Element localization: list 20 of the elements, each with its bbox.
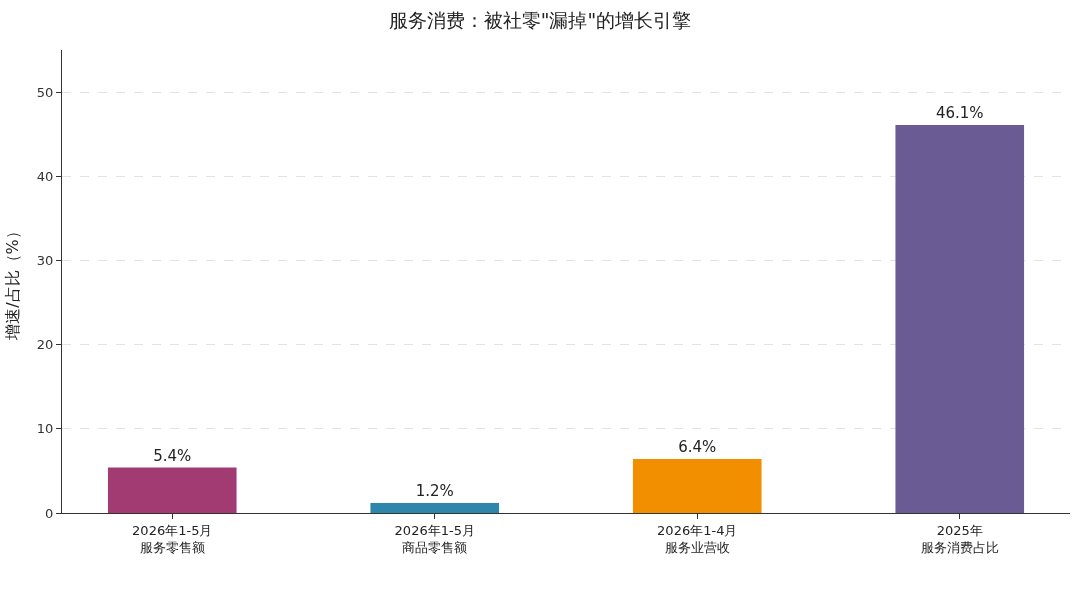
data-label: 5.4% — [153, 446, 192, 465]
bar — [632, 459, 762, 513]
y-tick-label: 0 — [45, 505, 54, 521]
x-tick-label: 2026年1-5月商品零售额 — [394, 522, 475, 555]
x-tick-label: 2026年1-5月服务零售额 — [132, 522, 213, 555]
y-tick-label: 50 — [36, 84, 54, 100]
bar — [370, 502, 500, 513]
y-tick-label: 10 — [36, 421, 54, 437]
data-label: 6.4% — [678, 438, 717, 457]
y-axis-title: 增速/占比（%） — [2, 223, 22, 341]
data-label: 46.1% — [935, 103, 984, 122]
x-tick-label: 2025年服务消费占比 — [920, 522, 999, 555]
chart-title: 服务消费：被社零"漏掉"的增长引擎 — [388, 9, 692, 32]
x-tick-label: 2026年1-4月服务业营收 — [657, 522, 738, 555]
data-label: 1.2% — [415, 481, 454, 500]
y-tick-label: 40 — [36, 168, 54, 184]
bar — [895, 124, 1025, 513]
y-tick-label: 30 — [36, 253, 54, 268]
bar — [107, 467, 237, 513]
y-tick-label: 20 — [36, 337, 54, 353]
